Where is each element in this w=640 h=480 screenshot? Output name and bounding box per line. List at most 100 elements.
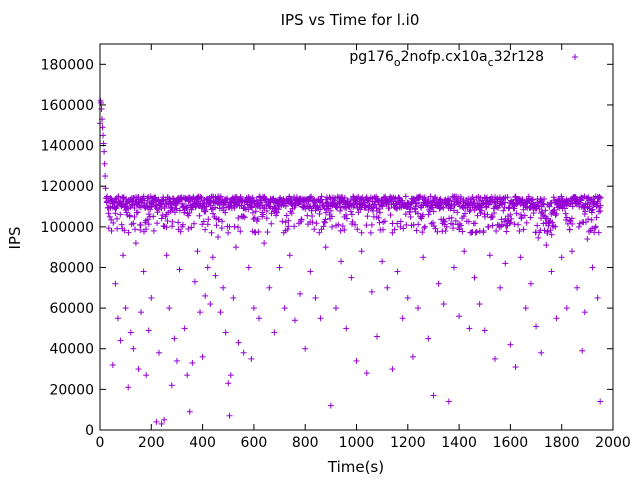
data-point — [489, 222, 496, 229]
data-point — [316, 229, 323, 236]
data-point — [200, 218, 207, 225]
data-point — [237, 228, 244, 235]
data-point — [499, 221, 506, 228]
data-point — [472, 229, 479, 236]
data-point — [343, 325, 350, 332]
data-point — [588, 216, 595, 223]
data-point — [448, 214, 455, 221]
data-point — [222, 329, 229, 336]
data-point — [327, 402, 334, 409]
data-point — [563, 305, 570, 312]
data-point — [597, 202, 604, 209]
data-point — [380, 194, 387, 201]
data-point — [155, 349, 162, 356]
data-point — [202, 292, 209, 299]
data-point — [558, 254, 565, 261]
data-point — [154, 220, 161, 227]
data-point — [188, 224, 195, 231]
data-point — [548, 231, 555, 238]
data-point — [235, 339, 242, 346]
data-point — [250, 197, 257, 204]
data-point — [429, 219, 436, 226]
data-point — [191, 220, 198, 227]
data-point — [226, 412, 233, 419]
data-point — [176, 266, 183, 273]
data-point — [442, 228, 449, 235]
data-point — [386, 205, 393, 212]
data-point — [552, 212, 559, 219]
data-point — [311, 226, 318, 233]
data-point — [130, 195, 137, 202]
data-point — [255, 216, 262, 223]
data-point — [226, 223, 233, 230]
data-point — [583, 194, 590, 201]
data-point — [446, 215, 453, 222]
data-point — [402, 193, 409, 200]
data-point — [368, 288, 375, 295]
legend-label: pg176o2nofp.cx10ac32r128 — [349, 49, 544, 69]
data-point — [358, 229, 365, 236]
x-tick-label: 600 — [241, 435, 268, 451]
data-point — [191, 278, 198, 285]
data-point — [501, 218, 508, 225]
data-point — [276, 264, 283, 271]
data-point — [521, 212, 528, 219]
data-point — [125, 229, 132, 236]
data-point — [597, 208, 604, 215]
data-point — [114, 215, 121, 222]
data-point — [520, 226, 527, 233]
data-point — [421, 223, 428, 230]
data-point — [102, 173, 109, 180]
data-point — [415, 199, 422, 206]
data-point — [101, 148, 108, 155]
data-point — [370, 201, 377, 208]
data-point — [413, 203, 420, 210]
data-point — [309, 219, 316, 226]
data-point — [517, 254, 524, 261]
data-point — [322, 209, 329, 216]
data-point — [425, 335, 432, 342]
data-point — [465, 195, 472, 202]
data-point — [163, 224, 170, 231]
data-point — [208, 229, 215, 236]
data-point — [316, 210, 323, 217]
data-point — [317, 315, 324, 322]
data-point — [291, 317, 298, 324]
data-point — [394, 268, 401, 275]
data-point — [462, 210, 469, 217]
data-point — [132, 240, 139, 247]
data-point — [197, 309, 204, 316]
data-point — [227, 372, 234, 379]
data-point — [400, 225, 407, 232]
data-point — [169, 218, 176, 225]
data-point — [518, 214, 525, 221]
data-point — [337, 227, 344, 234]
data-point — [456, 226, 463, 233]
data-point — [199, 353, 206, 360]
x-tick-label: 800 — [292, 435, 319, 451]
data-point — [499, 200, 506, 207]
data-point — [381, 218, 388, 225]
data-point — [347, 208, 354, 215]
data-point — [215, 216, 222, 223]
data-point — [130, 345, 137, 352]
y-tick-label: 160000 — [41, 98, 94, 114]
data-point — [171, 335, 178, 342]
data-point — [312, 294, 319, 301]
data-point — [103, 195, 110, 202]
data-point — [404, 294, 411, 301]
data-point — [522, 305, 529, 312]
data-point — [515, 221, 522, 228]
data-point — [279, 218, 286, 225]
data-point — [105, 210, 112, 217]
data-point — [353, 357, 360, 364]
data-point — [321, 219, 328, 226]
data-point — [507, 219, 514, 226]
data-point — [461, 248, 468, 255]
data-point — [291, 223, 298, 230]
x-tick-label: 400 — [189, 435, 216, 451]
data-point — [275, 206, 282, 213]
data-point — [414, 210, 421, 217]
data-point — [192, 204, 199, 211]
x-tick-label: 1200 — [390, 435, 426, 451]
